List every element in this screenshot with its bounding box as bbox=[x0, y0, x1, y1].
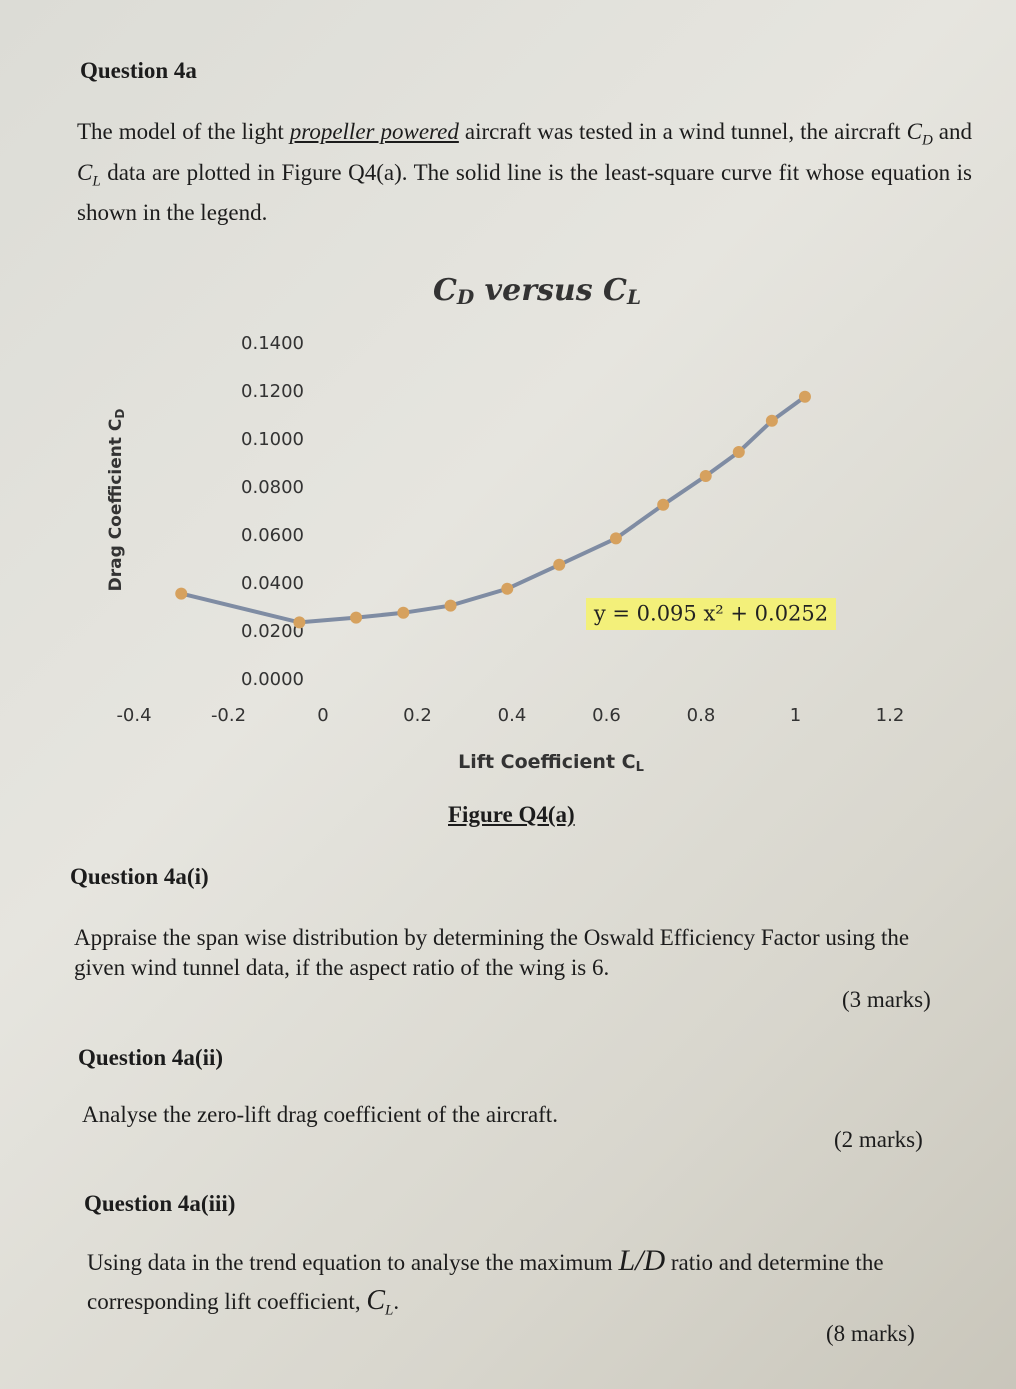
marks: (8 marks) bbox=[826, 1321, 915, 1346]
marks: (3 marks) bbox=[842, 987, 931, 1012]
title-sub: L bbox=[626, 285, 641, 309]
x-tick-label: 0.4 bbox=[498, 705, 527, 726]
data-point bbox=[765, 414, 778, 427]
y-tick-label: 0.1400 bbox=[241, 333, 304, 354]
y-tick-label: 0.0600 bbox=[241, 525, 304, 546]
x-tick-label: 0.2 bbox=[403, 705, 432, 726]
x-tick-label: -0.4 bbox=[116, 705, 151, 726]
text: ratio and determine the bbox=[665, 1250, 884, 1275]
subscript: L bbox=[385, 1302, 394, 1319]
data-point bbox=[293, 616, 306, 629]
symbol: C bbox=[366, 1285, 386, 1316]
y-tick-label: 0.0400 bbox=[241, 573, 304, 594]
part-text: Appraise the span wise distribution by d… bbox=[74, 925, 910, 980]
part-title: Question 4a(ii) bbox=[78, 1045, 224, 1070]
x-tick-label: -0.2 bbox=[211, 705, 246, 726]
data-point bbox=[798, 390, 811, 403]
title-part: C bbox=[433, 273, 457, 308]
part-title: Question 4a(i) bbox=[70, 864, 209, 889]
x-tick-label: 0.8 bbox=[687, 705, 716, 726]
emphasis: propeller powered bbox=[289, 119, 459, 144]
text: . bbox=[393, 1289, 400, 1314]
data-point bbox=[657, 498, 670, 511]
chart-title: CD versus CL bbox=[433, 273, 641, 309]
title-part: C bbox=[603, 273, 627, 308]
label: Drag Coefficient C bbox=[106, 419, 126, 592]
data-point bbox=[444, 599, 457, 612]
subscript: D bbox=[921, 132, 933, 149]
subscript: L bbox=[92, 173, 101, 190]
text: The model of the light bbox=[77, 119, 290, 144]
text: and bbox=[932, 119, 972, 144]
plot: 0.0000 0.0200 0.0400 0.0600 0.0800 0.1000 0.12… bbox=[116, 333, 904, 726]
text: aircraft was tested in a wind tunnel, th… bbox=[458, 119, 907, 144]
marks: (2 marks) bbox=[834, 1127, 923, 1152]
legend-label: y = 0.095 x² + 0.0252 bbox=[593, 602, 828, 626]
label-sub: L bbox=[636, 760, 644, 775]
symbol: C bbox=[906, 119, 922, 144]
data-point bbox=[699, 470, 712, 482]
x-tick-label: 1 bbox=[790, 705, 801, 726]
data-point bbox=[175, 587, 188, 600]
data-point bbox=[609, 532, 622, 545]
text: corresponding lift coefficient, bbox=[87, 1289, 367, 1314]
data-point bbox=[553, 558, 566, 571]
data-point bbox=[732, 446, 745, 458]
data-point bbox=[397, 606, 410, 619]
symbol: L/D bbox=[618, 1244, 666, 1277]
x-tick-label: 0.6 bbox=[592, 705, 621, 726]
y-tick-label: 0.1200 bbox=[241, 381, 304, 402]
y-tick-label: 0.1000 bbox=[241, 429, 304, 450]
symbol: C bbox=[77, 159, 93, 185]
part-title: Question 4a(iii) bbox=[84, 1191, 236, 1216]
legend-box bbox=[586, 598, 836, 630]
x-tick-label: 1.2 bbox=[876, 705, 905, 726]
y-tick-label: 0.0000 bbox=[241, 669, 304, 690]
title-part: versus bbox=[474, 273, 603, 308]
y-tick-label: 0.0200 bbox=[241, 621, 304, 642]
intro: The model of the light propeller powered… bbox=[77, 116, 972, 229]
title-sub: D bbox=[456, 285, 475, 309]
y-axis-label: Drag Coefficient CD bbox=[106, 409, 127, 592]
data-point bbox=[501, 582, 514, 595]
label-sub: D bbox=[113, 409, 127, 419]
part-text: Analyse the zero-lift drag coefficient o… bbox=[82, 1102, 558, 1127]
part-text: Using data in the trend equation to anal… bbox=[87, 1245, 927, 1327]
text: Using data in the trend equation to anal… bbox=[87, 1250, 619, 1275]
heading: Question 4a bbox=[80, 58, 197, 83]
data-point bbox=[350, 611, 363, 624]
y-tick-label: 0.0800 bbox=[241, 477, 304, 498]
x-axis-label: Lift Coefficient CL bbox=[458, 751, 644, 775]
label: Lift Coefficient C bbox=[458, 751, 636, 773]
x-tick-label: 0 bbox=[317, 705, 328, 726]
figure-caption: Figure Q4(a) bbox=[448, 802, 575, 827]
text: data are plotted in Figure Q4(a). The so… bbox=[77, 159, 972, 226]
